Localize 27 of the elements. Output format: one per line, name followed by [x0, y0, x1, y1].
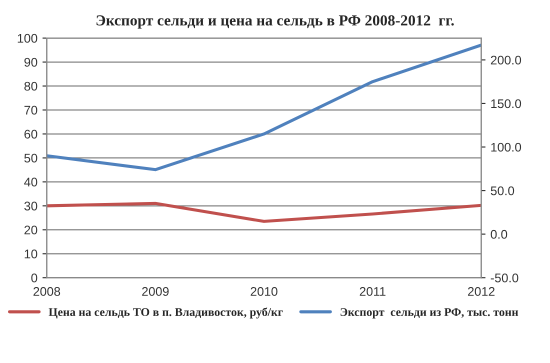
y2-tick-label: 0.0 — [490, 230, 508, 239]
y-tick-label: 90 — [24, 58, 38, 67]
y2-tick-label: -50.0 — [490, 273, 518, 282]
y-tick-label: 20 — [24, 226, 38, 234]
y-tick-label: 40 — [24, 178, 38, 187]
legend-label: Экспорт сельди из РФ, тыс. тонн — [340, 308, 518, 318]
y-tick-label: 100 — [18, 34, 38, 43]
x-tick-label: 2009 — [142, 287, 169, 296]
y-tick-label: 60 — [24, 130, 38, 139]
legend-label: Цена на сельдь ТО в п. Владивосток, руб/кг — [48, 307, 283, 318]
line-series — [46, 202, 482, 223]
y-tick-label: 80 — [24, 82, 38, 91]
x-tick-label: 2012 — [468, 287, 495, 296]
y2-tick-label: 150.0 — [491, 99, 522, 108]
x-tick-label: 2008 — [33, 287, 60, 296]
x-tick-label: 2011 — [360, 287, 386, 296]
y-tick-label: 50 — [24, 154, 38, 163]
line-series — [46, 44, 482, 172]
y-tick-label: 10 — [24, 250, 38, 258]
y-tick-label: 0 — [31, 273, 38, 282]
x-tick-label: 2010 — [250, 287, 278, 296]
chart-title: Экспорт сельди и цена на сельдь в РФ 2008-2012 гг. — [96, 15, 454, 29]
y2-tick-label: 100.0 — [491, 142, 522, 152]
y-tick-label: 30 — [24, 202, 38, 210]
y-tick-label: 70 — [24, 106, 38, 115]
y2-tick-label: 50.0 — [490, 186, 514, 196]
y2-tick-label: 200.0 — [490, 56, 522, 65]
